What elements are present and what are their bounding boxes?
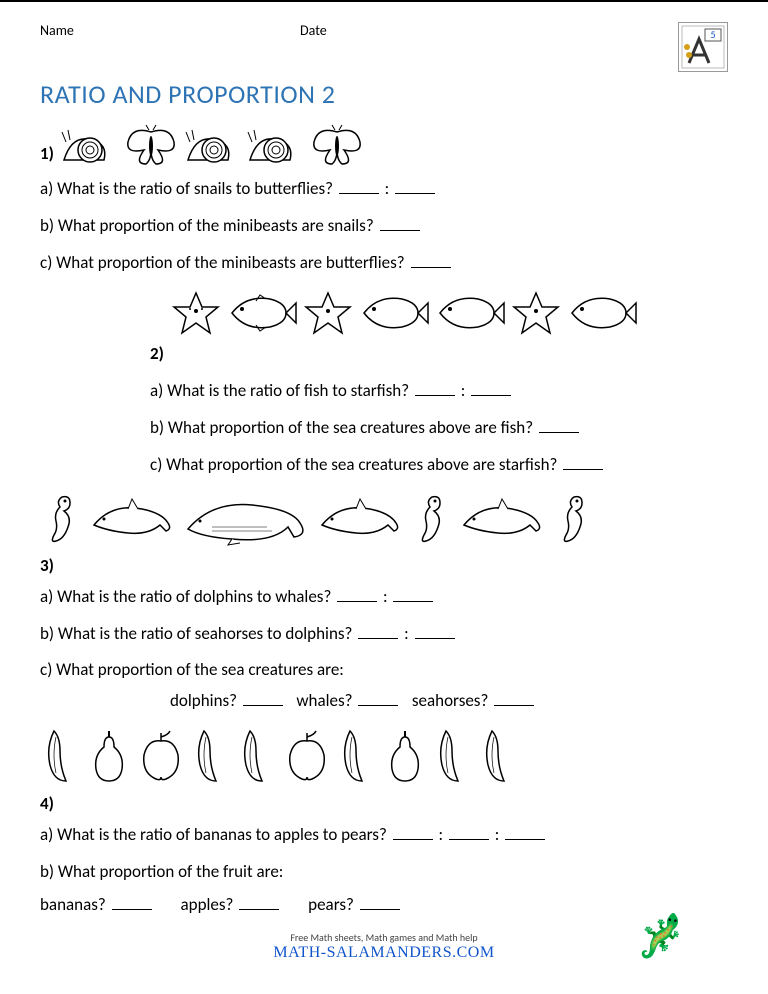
header-row: Name Date 5 (40, 22, 728, 72)
dolphin-icon (88, 495, 178, 543)
worksheet-page: Name Date 5 RATIO AND PROPORTION 2 1) (0, 0, 768, 972)
fish-icon (434, 291, 506, 335)
banana-icon (190, 727, 232, 785)
q2-icon-row (40, 289, 728, 337)
butterfly-icon (122, 124, 180, 168)
q3b: b) What is the ratio of seahorses to dol… (40, 623, 728, 646)
svg-text:5: 5 (710, 28, 715, 41)
q4b: b) What proportion of the fruit are: (40, 861, 728, 884)
q2-number: 2) (40, 343, 728, 366)
q4b-parts: bananas? apples? pears? (40, 894, 728, 917)
q2b: b) What proportion of the sea creatures … (40, 417, 728, 440)
starfish-icon (170, 289, 222, 337)
name-label: Name (40, 22, 300, 39)
snail-icon (184, 126, 242, 166)
footer-tagline: Free Math sheets, Math games and Math he… (40, 931, 728, 944)
fish-icon (566, 291, 638, 335)
q2a: a) What is the ratio of fish to starfish… (40, 380, 728, 403)
question-3: 3) a) What is the ratio of dolphins to w… (40, 491, 728, 714)
starfish-icon (510, 289, 562, 337)
seahorse-icon (40, 491, 84, 547)
q4a: a) What is the ratio of bananas to apple… (40, 824, 728, 847)
q3a: a) What is the ratio of dolphins to whal… (40, 586, 728, 609)
banana-icon (478, 727, 520, 785)
snail-icon (246, 126, 304, 166)
snail-icon (60, 126, 118, 166)
banana-icon (236, 727, 278, 785)
q1-number: 1) (40, 143, 54, 168)
question-1: 1) a) What is the ratio of snails to but… (40, 124, 728, 275)
question-4: 4) a) What is the ratio of bananas to ap… (40, 727, 728, 917)
q3-number: 3) (40, 555, 728, 576)
logo-icon: 5 (678, 22, 728, 72)
footer: Free Math sheets, Math games and Math he… (40, 931, 728, 962)
seahorse-icon (410, 491, 454, 547)
q1b: b) What proportion of the minibeasts are… (40, 215, 728, 238)
q1-icon-row: 1) (40, 124, 728, 168)
q4-icon-row (40, 727, 728, 785)
seahorse-icon (552, 491, 596, 547)
apple-icon (282, 729, 332, 783)
butterfly-icon (308, 124, 366, 168)
q3-icon-row (40, 491, 728, 547)
banana-icon (336, 727, 378, 785)
q1c: c) What proportion of the minibeasts are… (40, 252, 728, 275)
q3c-parts: dolphins? whales? seahorses? (40, 690, 728, 713)
page-title: RATIO AND PROPORTION 2 (40, 78, 728, 110)
dolphin-icon (316, 495, 406, 543)
salamander-icon: 🦎 (636, 911, 688, 962)
q4-number: 4) (40, 793, 728, 814)
banana-icon (40, 727, 82, 785)
pear-icon (382, 727, 428, 785)
question-2: 2) a) What is the ratio of fish to starf… (40, 289, 728, 477)
starfish-icon (302, 289, 354, 337)
pear-icon (86, 727, 132, 785)
q1a: a) What is the ratio of snails to butter… (40, 178, 728, 201)
apple-icon (136, 729, 186, 783)
whale-icon (182, 491, 312, 547)
banana-icon (432, 727, 474, 785)
date-label: Date (300, 22, 678, 39)
fish-icon (358, 291, 430, 335)
q2c: c) What proportion of the sea creatures … (40, 454, 728, 477)
fish-icon (226, 291, 298, 335)
q3c: c) What proportion of the sea creatures … (40, 659, 728, 682)
dolphin-icon (458, 495, 548, 543)
footer-url: MATH-SALAMANDERS.COM (40, 944, 728, 962)
